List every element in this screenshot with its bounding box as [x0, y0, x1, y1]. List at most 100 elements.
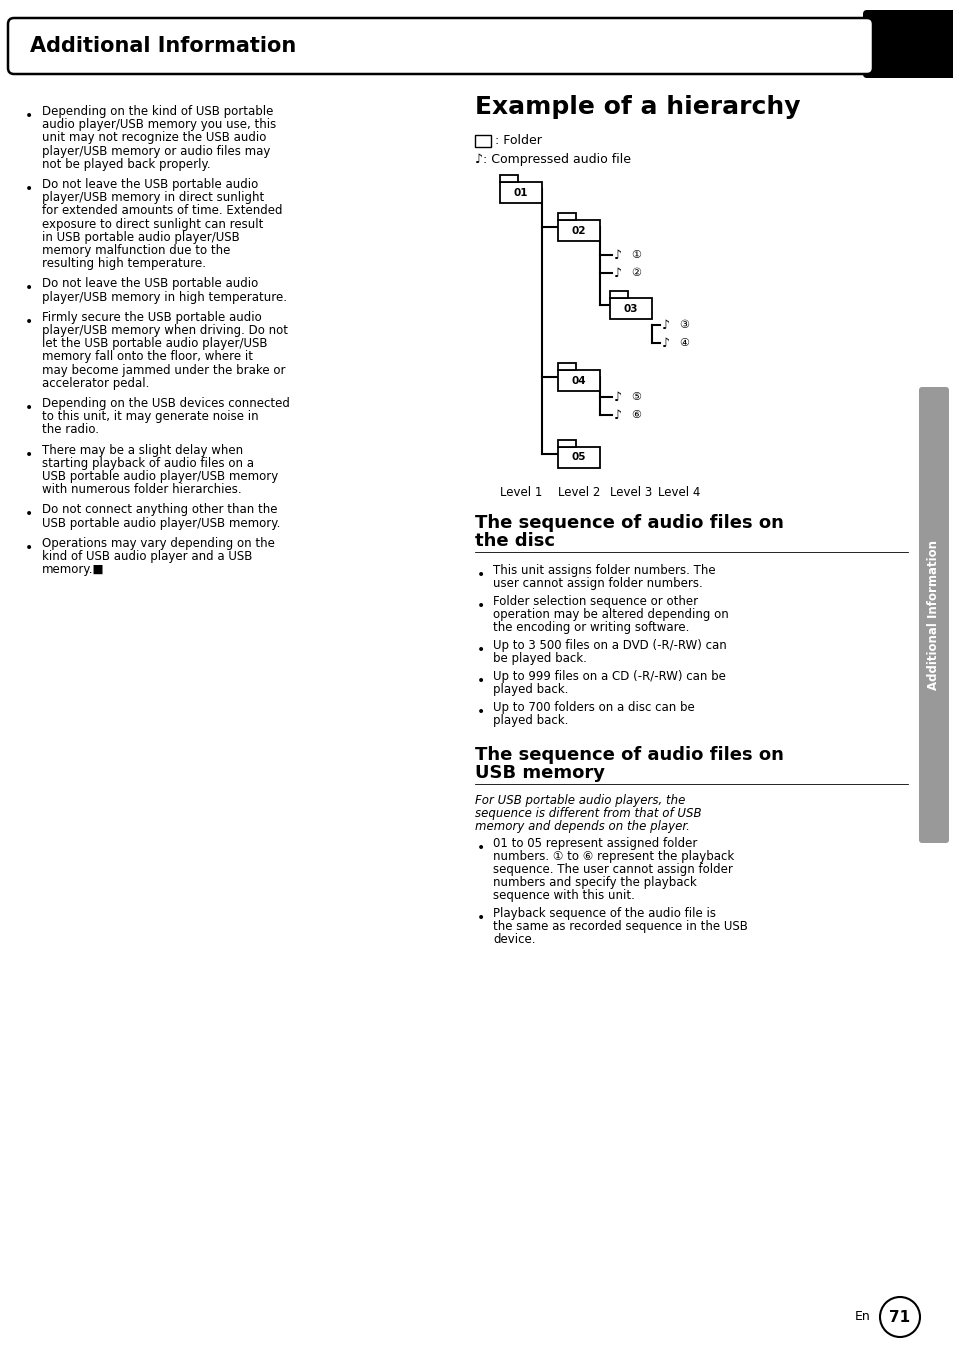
Text: Up to 700 folders on a disc can be: Up to 700 folders on a disc can be [493, 700, 694, 714]
Text: •: • [25, 507, 33, 522]
Text: Firmly secure the USB portable audio: Firmly secure the USB portable audio [42, 311, 261, 323]
Text: not be played back properly.: not be played back properly. [42, 158, 211, 170]
Text: Appendix: Appendix [882, 16, 930, 26]
Text: player/USB memory in high temperature.: player/USB memory in high temperature. [42, 291, 287, 304]
Text: ♪: ♪ [661, 319, 669, 331]
Text: Level 4: Level 4 [658, 485, 700, 499]
Text: memory and depends on the player.: memory and depends on the player. [475, 821, 689, 833]
Text: For USB portable audio players, the: For USB portable audio players, the [475, 794, 684, 807]
Text: user cannot assign folder numbers.: user cannot assign folder numbers. [493, 577, 702, 589]
Text: Depending on the kind of USB portable: Depending on the kind of USB portable [42, 105, 274, 118]
Text: in USB portable audio player/USB: in USB portable audio player/USB [42, 231, 239, 243]
Bar [558, 220, 599, 241]
Text: unit may not recognize the USB audio: unit may not recognize the USB audio [42, 131, 266, 145]
Bar [499, 183, 541, 203]
Text: player/USB memory when driving. Do not: player/USB memory when driving. Do not [42, 324, 288, 337]
Text: sequence is different from that of USB: sequence is different from that of USB [475, 807, 700, 821]
Text: Level 1: Level 1 [499, 485, 541, 499]
Text: •: • [25, 541, 33, 554]
Text: Additional Information: Additional Information [30, 37, 296, 55]
Text: 02: 02 [571, 226, 586, 235]
Text: kind of USB audio player and a USB: kind of USB audio player and a USB [42, 550, 253, 562]
Text: The sequence of audio files on: The sequence of audio files on [475, 514, 783, 531]
Text: let the USB portable audio player/USB: let the USB portable audio player/USB [42, 337, 267, 350]
Text: Do not leave the USB portable audio: Do not leave the USB portable audio [42, 277, 258, 291]
Text: may become jammed under the brake or: may become jammed under the brake or [42, 364, 285, 377]
Text: ♪: ♪ [614, 408, 621, 422]
Text: •: • [25, 402, 33, 415]
Text: •: • [25, 281, 33, 295]
Text: This unit assigns folder numbers. The: This unit assigns folder numbers. The [493, 564, 715, 577]
Text: exposure to direct sunlight can result: exposure to direct sunlight can result [42, 218, 263, 231]
Text: •: • [25, 448, 33, 461]
Text: En: En [854, 1310, 870, 1324]
Text: for extended amounts of time. Extended: for extended amounts of time. Extended [42, 204, 282, 218]
Text: 01: 01 [514, 188, 528, 197]
FancyBboxPatch shape [475, 135, 491, 147]
Text: ♪: ♪ [614, 249, 621, 261]
Text: •: • [25, 110, 33, 123]
Text: ②: ② [630, 268, 640, 279]
Text: USB portable audio player/USB memory: USB portable audio player/USB memory [42, 470, 278, 483]
Text: device.: device. [493, 933, 535, 946]
Text: Operations may vary depending on the: Operations may vary depending on the [42, 537, 274, 550]
Text: USB portable audio player/USB memory.: USB portable audio player/USB memory. [42, 516, 280, 530]
Text: ♪: ♪ [661, 337, 669, 350]
Bar [609, 297, 651, 319]
Text: ⑥: ⑥ [630, 410, 640, 420]
Text: the radio.: the radio. [42, 423, 99, 437]
Text: Level 3: Level 3 [609, 485, 652, 499]
Text: accelerator pedal.: accelerator pedal. [42, 377, 150, 389]
Text: ③: ③ [679, 320, 688, 330]
FancyBboxPatch shape [918, 387, 948, 844]
Text: Up to 3 500 files on a DVD (-R/-RW) can: Up to 3 500 files on a DVD (-R/-RW) can [493, 639, 726, 652]
Text: numbers. ① to ⑥ represent the playback: numbers. ① to ⑥ represent the playback [493, 850, 734, 863]
Polygon shape [558, 362, 575, 370]
Text: played back.: played back. [493, 714, 568, 727]
Text: memory.■: memory.■ [42, 564, 105, 576]
Text: Level 2: Level 2 [558, 485, 599, 499]
Text: player/USB memory or audio files may: player/USB memory or audio files may [42, 145, 270, 158]
Text: •: • [476, 599, 485, 612]
Polygon shape [609, 291, 627, 297]
Text: with numerous folder hierarchies.: with numerous folder hierarchies. [42, 483, 241, 496]
Text: sequence. The user cannot assign folder: sequence. The user cannot assign folder [493, 863, 732, 876]
Text: be played back.: be played back. [493, 652, 586, 665]
Text: memory malfunction due to the: memory malfunction due to the [42, 243, 230, 257]
Text: The sequence of audio files on: The sequence of audio files on [475, 746, 783, 764]
Text: 01 to 05 represent assigned folder: 01 to 05 represent assigned folder [493, 837, 697, 850]
Text: sequence with this unit.: sequence with this unit. [493, 890, 634, 902]
Text: the disc: the disc [475, 531, 555, 550]
Text: Do not connect anything other than the: Do not connect anything other than the [42, 503, 277, 516]
Text: Playback sequence of the audio file is: Playback sequence of the audio file is [493, 907, 716, 919]
Circle shape [879, 1297, 919, 1337]
Text: •: • [476, 704, 485, 719]
Text: 71: 71 [888, 1310, 909, 1325]
Text: •: • [476, 841, 485, 854]
Text: ♪: ♪ [614, 391, 621, 403]
Text: ⑤: ⑤ [630, 392, 640, 402]
Text: player/USB memory in direct sunlight: player/USB memory in direct sunlight [42, 191, 264, 204]
Text: ④: ④ [679, 338, 688, 347]
Text: Folder selection sequence or other: Folder selection sequence or other [493, 595, 698, 608]
Bar [558, 370, 599, 391]
Text: to this unit, it may generate noise in: to this unit, it may generate noise in [42, 410, 258, 423]
Polygon shape [499, 174, 517, 183]
Text: 04: 04 [571, 376, 586, 385]
Text: •: • [476, 911, 485, 925]
Text: ♪: ♪ [614, 266, 621, 280]
Bar [558, 448, 599, 468]
Text: Example of a hierarchy: Example of a hierarchy [475, 95, 800, 119]
Text: •: • [476, 644, 485, 657]
Text: There may be a slight delay when: There may be a slight delay when [42, 443, 243, 457]
Text: •: • [25, 315, 33, 329]
Text: operation may be altered depending on: operation may be altered depending on [493, 608, 728, 621]
Text: USB memory: USB memory [475, 764, 604, 781]
Text: Depending on the USB devices connected: Depending on the USB devices connected [42, 397, 290, 410]
Text: the same as recorded sequence in the USB: the same as recorded sequence in the USB [493, 919, 747, 933]
Text: •: • [476, 568, 485, 581]
Text: the encoding or writing software.: the encoding or writing software. [493, 621, 689, 634]
Text: ①: ① [630, 250, 640, 260]
Text: 05: 05 [571, 453, 586, 462]
Text: Up to 999 files on a CD (-R/-RW) can be: Up to 999 files on a CD (-R/-RW) can be [493, 671, 725, 683]
